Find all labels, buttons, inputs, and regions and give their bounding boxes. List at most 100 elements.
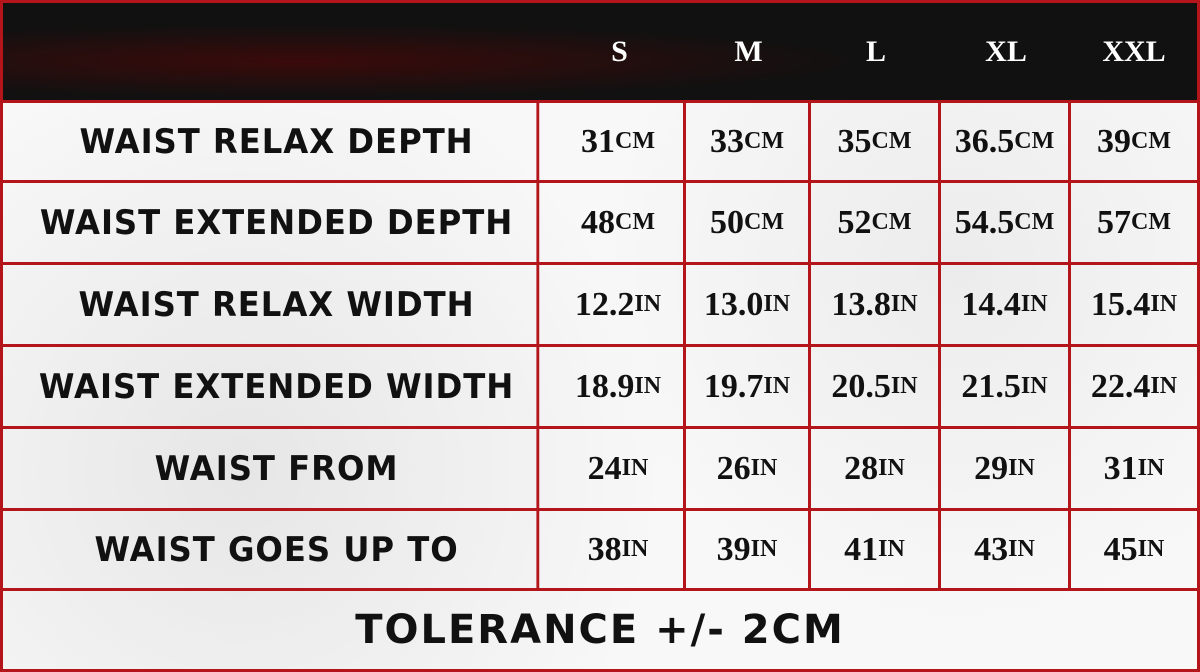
measurement-value: 52 CM: [811, 183, 941, 262]
value-unit: CM: [871, 128, 912, 154]
value-number: 35: [837, 122, 872, 160]
value-unit: IN: [634, 373, 662, 399]
size-header-xxl: XXL: [1102, 34, 1166, 68]
value-unit: IN: [1137, 455, 1165, 481]
size-header-m: M: [734, 34, 763, 68]
value-unit: CM: [744, 209, 784, 235]
value-unit: IN: [750, 536, 778, 562]
measurement-value: 38 IN: [553, 511, 686, 588]
value-number: 41: [844, 530, 879, 568]
value-unit: IN: [890, 373, 918, 399]
value-number: 54.5: [954, 203, 1015, 241]
measurement-value: 45 IN: [1071, 511, 1197, 588]
measurement-value: 29 IN: [941, 429, 1071, 508]
value-number: 12.2: [574, 285, 635, 323]
value-unit: CM: [615, 128, 655, 154]
size-header-row: S M L XL XXL: [3, 3, 1197, 103]
value-number: 50: [710, 203, 744, 241]
measurement-value: 31 CM: [553, 103, 686, 180]
table-row: WAIST EXTENDED DEPTH 48 CM 50 CM 52 CM 54.5 CM 57…: [3, 183, 1197, 265]
measurement-value: 13.8 IN: [811, 265, 941, 344]
value-number: 39: [716, 530, 751, 568]
value-number: 13.0: [703, 285, 764, 323]
measurement-value: 24 IN: [553, 429, 686, 508]
value-unit: IN: [1020, 291, 1048, 317]
measurement-value: 28 IN: [811, 429, 941, 508]
measurement-value: 13.0 IN: [686, 265, 811, 344]
value-unit: CM: [1131, 128, 1171, 154]
size-header-s: S: [611, 34, 628, 68]
table-row: WAIST GOES UP TO 38 IN 39 IN 41 IN 43 IN 45 IN: [3, 511, 1197, 591]
measurement-value: 43 IN: [941, 511, 1071, 588]
value-number: 28: [844, 449, 879, 487]
size-header-xl: XL: [985, 34, 1027, 68]
value-number: 33: [710, 122, 744, 160]
value-number: 21.5: [961, 367, 1021, 405]
value-unit: IN: [750, 455, 778, 481]
measurement-value: 18.9 IN: [553, 347, 686, 426]
value-number: 18.9: [574, 367, 635, 405]
value-number: 19.7: [703, 367, 764, 405]
measurement-value: 31 IN: [1071, 429, 1197, 508]
value-number: 14.4: [961, 285, 1021, 323]
tolerance-note: TOLERANCE +/- 2CM: [355, 607, 845, 653]
measurement-label: WAIST EXTENDED WIDTH: [17, 347, 540, 426]
value-unit: IN: [634, 291, 662, 317]
value-number: 26: [716, 449, 751, 487]
measurement-value: 33 CM: [686, 103, 811, 180]
measurement-value: 12.2 IN: [553, 265, 686, 344]
measurement-value: 15.4 IN: [1071, 265, 1197, 344]
value-unit: IN: [1150, 373, 1178, 399]
size-header-l: L: [865, 34, 886, 68]
measurement-value: 35 CM: [811, 103, 941, 180]
value-number: 52: [837, 203, 872, 241]
measurement-label: WAIST RELAX WIDTH: [17, 265, 540, 344]
table-row: WAIST EXTENDED WIDTH 18.9 IN 19.7 IN 20.5 IN 21…: [3, 347, 1197, 429]
measurement-label: WAIST EXTENDED DEPTH: [17, 183, 540, 262]
measurement-value: 57 CM: [1071, 183, 1197, 262]
value-number: 48: [581, 203, 615, 241]
value-unit: CM: [744, 128, 784, 154]
measurement-value: 41 IN: [811, 511, 941, 588]
value-number: 22.4: [1090, 367, 1151, 405]
measurement-value: 39 IN: [686, 511, 811, 588]
value-number: 31: [1103, 449, 1138, 487]
value-number: 39: [1097, 122, 1131, 160]
table-row: WAIST FROM 24 IN 26 IN 28 IN 29 IN 31 IN: [3, 429, 1197, 511]
table-row: WAIST RELAX DEPTH 31 CM 33 CM 35 CM 36.5 CM 39 CM: [3, 103, 1197, 183]
measurement-value: 39 CM: [1071, 103, 1197, 180]
measurement-value: 50 CM: [686, 183, 811, 262]
value-unit: CM: [1131, 209, 1171, 235]
value-number: 29: [974, 449, 1009, 487]
measurement-value: 36.5 CM: [941, 103, 1071, 180]
measurement-value: 19.7 IN: [686, 347, 811, 426]
value-number: 20.5: [831, 367, 891, 405]
measurement-label: WAIST RELAX DEPTH: [17, 103, 540, 180]
value-unit: CM: [615, 209, 655, 235]
measurement-label: WAIST GOES UP TO: [17, 511, 540, 588]
value-unit: IN: [763, 291, 791, 317]
value-number: 24: [587, 449, 622, 487]
value-unit: IN: [621, 536, 649, 562]
value-unit: IN: [1150, 291, 1178, 317]
value-number: 57: [1097, 203, 1131, 241]
value-unit: CM: [1014, 128, 1055, 154]
measurement-value: 54.5 CM: [941, 183, 1071, 262]
value-unit: IN: [1020, 373, 1048, 399]
measurement-value: 26 IN: [686, 429, 811, 508]
measurement-value: 14.4 IN: [941, 265, 1071, 344]
measurement-value: 20.5 IN: [811, 347, 941, 426]
value-number: 36.5: [954, 122, 1015, 160]
value-number: 43: [974, 530, 1009, 568]
value-number: 15.4: [1090, 285, 1151, 323]
table-row: WAIST RELAX WIDTH 12.2 IN 13.0 IN 13.8 IN 14.4 I…: [3, 265, 1197, 347]
value-unit: CM: [871, 209, 912, 235]
value-unit: IN: [890, 291, 918, 317]
value-unit: IN: [878, 455, 905, 481]
value-unit: IN: [1008, 536, 1035, 562]
measurement-value: 21.5 IN: [941, 347, 1071, 426]
value-unit: IN: [621, 455, 649, 481]
value-unit: IN: [763, 373, 791, 399]
value-unit: CM: [1014, 209, 1055, 235]
